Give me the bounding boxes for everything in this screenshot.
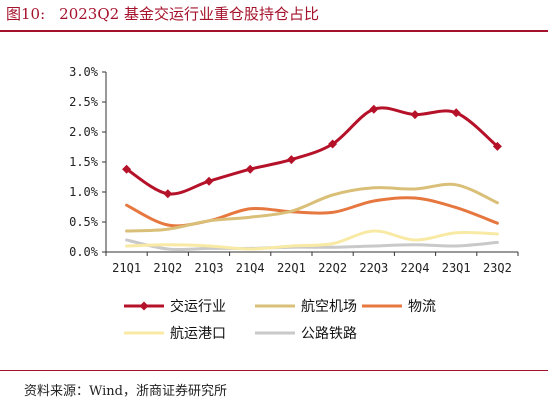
source-note: 资料来源：Wind，浙商证券研究所 (24, 384, 227, 399)
y-tick-label: 1.5% (69, 155, 99, 169)
data-point-marker (163, 189, 173, 199)
x-tick-label: 21Q3 (195, 261, 224, 275)
data-point-marker (245, 164, 255, 174)
x-tick-label: 22Q3 (359, 261, 388, 275)
series-line-2 (125, 182, 499, 233)
legend-label: 物流 (408, 299, 436, 315)
title-rule (0, 30, 548, 32)
x-tick-label: 22Q4 (401, 261, 430, 275)
footer-rule (0, 370, 548, 371)
figure-label: 图10: (6, 5, 46, 23)
x-tick-label: 22Q1 (277, 261, 306, 275)
legend-label: 航运港口 (170, 326, 226, 342)
y-tick-label: 0.0% (69, 245, 99, 259)
y-tick-label: 2.5% (69, 95, 99, 109)
legend-label: 航空机场 (301, 299, 357, 315)
series-line-1 (125, 106, 499, 196)
x-tick-label: 23Q2 (483, 261, 512, 275)
series-line-5 (125, 238, 499, 252)
data-point-marker (122, 164, 132, 174)
legend-label: 交运行业 (170, 298, 226, 315)
x-tick-label: 21Q1 (112, 261, 141, 275)
data-point-marker (451, 108, 461, 118)
figure-title: 2023Q2 基金交运行业重仓股持仓占比 (59, 5, 319, 23)
x-tick-label: 22Q2 (318, 261, 347, 275)
data-point-marker (286, 155, 296, 165)
x-tick-label: 21Q2 (153, 261, 182, 275)
data-point-marker (410, 110, 420, 120)
data-point-marker (492, 141, 502, 151)
y-tick-label: 2.0% (69, 125, 99, 139)
x-tick-label: 23Q1 (442, 261, 471, 275)
legend-label: 公路铁路 (301, 326, 357, 342)
data-point-marker (369, 104, 379, 114)
figure-title-row: 图10: 2023Q2 基金交运行业重仓股持仓占比 (6, 2, 319, 26)
y-tick-label: 0.5% (69, 215, 99, 229)
y-tick-label: 3.0% (69, 65, 99, 79)
legend-marker (139, 301, 149, 311)
data-point-marker (328, 139, 338, 149)
data-point-marker (204, 176, 214, 186)
x-tick-label: 21Q4 (236, 261, 265, 275)
series-line-4 (125, 229, 499, 251)
y-tick-label: 1.0% (69, 185, 99, 199)
